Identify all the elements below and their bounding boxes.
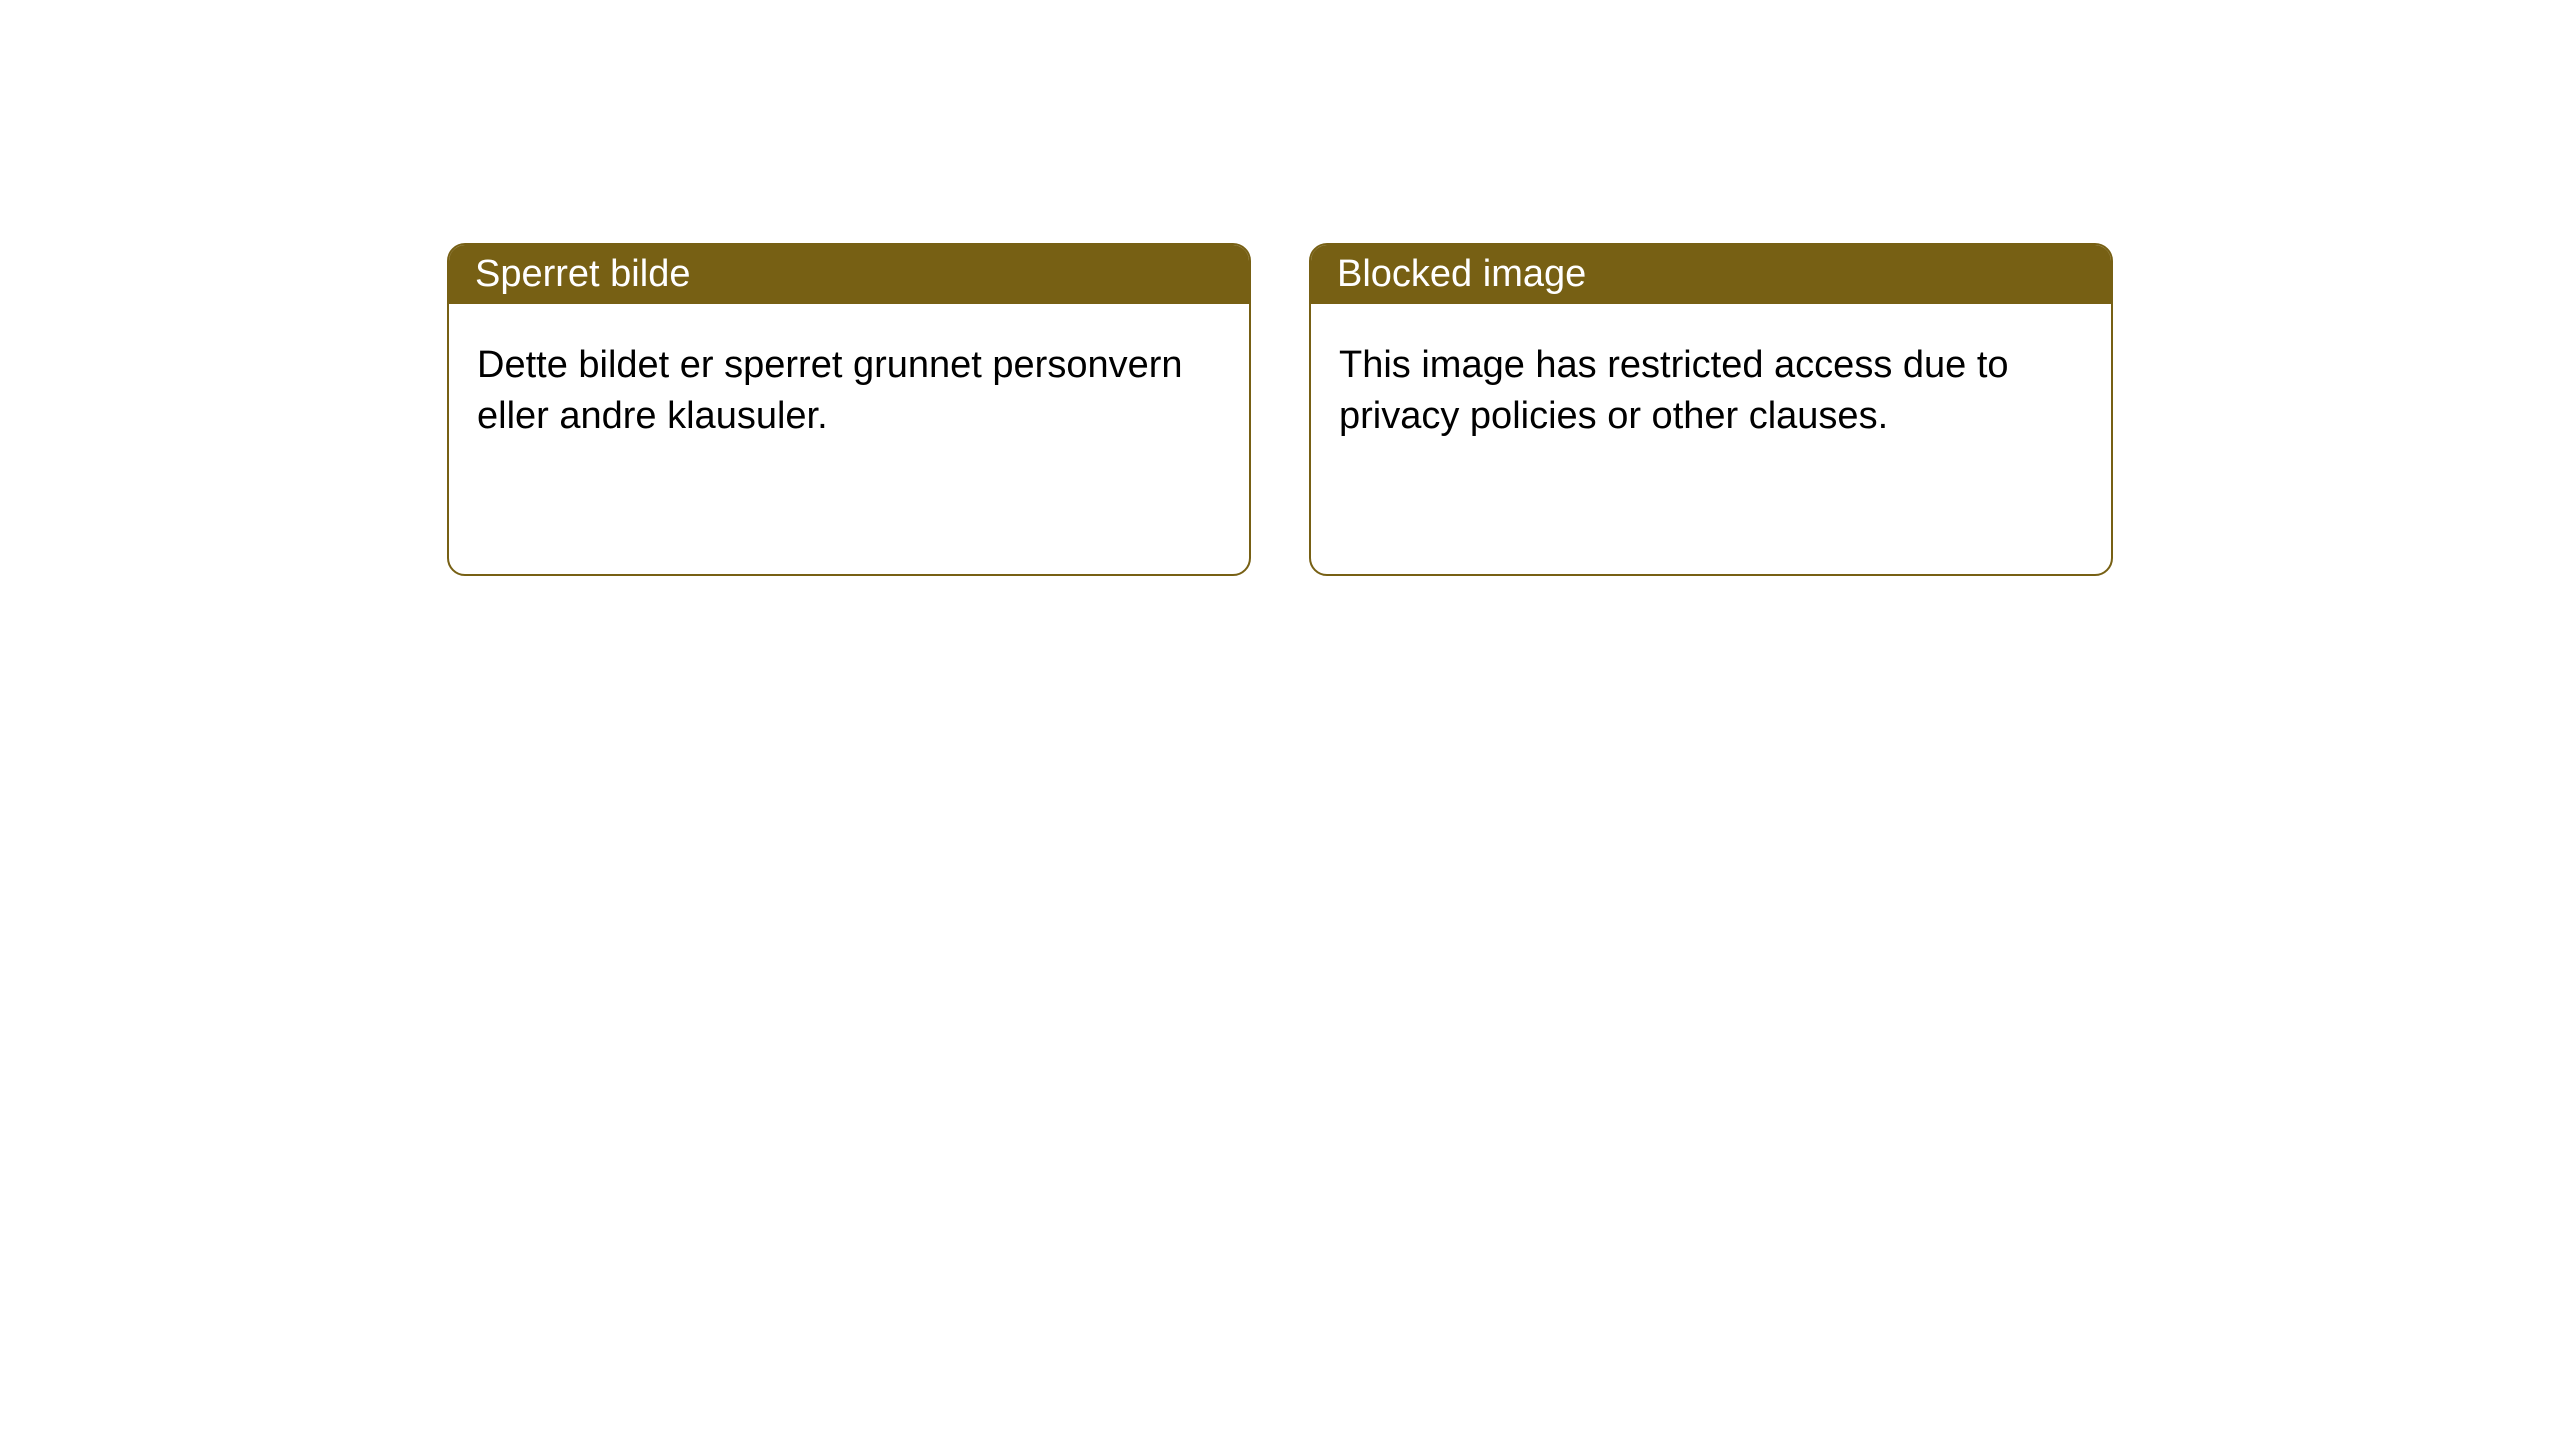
- notice-card-norwegian: Sperret bilde Dette bildet er sperret gr…: [447, 243, 1251, 576]
- card-header: Blocked image: [1311, 245, 2111, 304]
- card-title: Blocked image: [1337, 253, 1586, 295]
- card-title: Sperret bilde: [475, 253, 690, 295]
- card-body: Dette bildet er sperret grunnet personve…: [449, 304, 1249, 574]
- card-body-text: This image has restricted access due to …: [1339, 344, 2009, 437]
- card-body: This image has restricted access due to …: [1311, 304, 2111, 574]
- notice-card-english: Blocked image This image has restricted …: [1309, 243, 2113, 576]
- notice-cards-container: Sperret bilde Dette bildet er sperret gr…: [0, 0, 2560, 576]
- card-header: Sperret bilde: [449, 245, 1249, 304]
- card-body-text: Dette bildet er sperret grunnet personve…: [477, 344, 1183, 437]
